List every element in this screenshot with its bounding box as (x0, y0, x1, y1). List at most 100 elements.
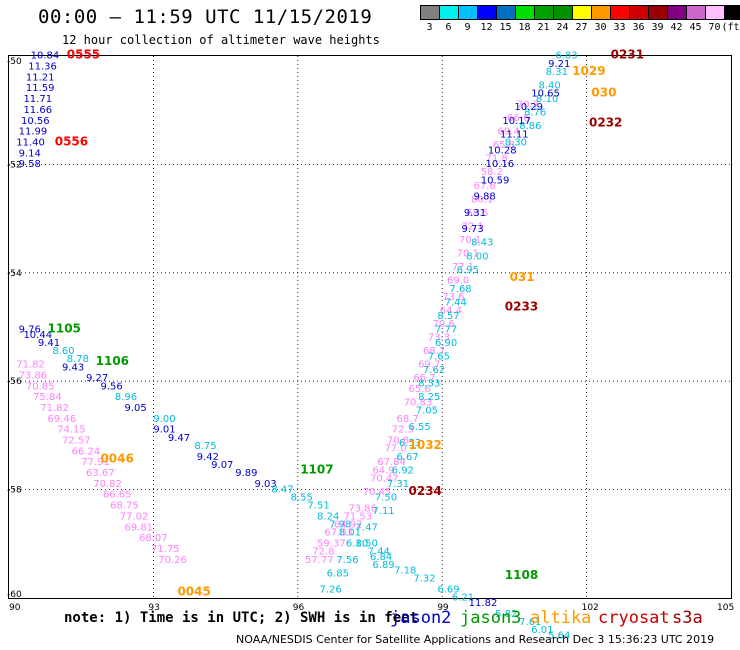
wave-height-value: 72.3 (392, 425, 414, 436)
wave-height-value: 70.82 (93, 479, 122, 490)
wave-height-value: 11.11 (500, 129, 529, 140)
satellite-legend-item: cryosat (598, 608, 670, 628)
wave-height-value: 73.86 (19, 370, 48, 381)
wave-height-value: 6.89 (372, 560, 394, 571)
wave-height-value: 7.62 (423, 365, 445, 376)
wave-height-value: 8.00 (466, 251, 488, 262)
wave-height-value: 6.01 (531, 625, 553, 636)
wave-height-value: 67.84 (377, 457, 406, 468)
wave-height-value: 6.53 (399, 438, 421, 449)
wave-height-value: 9.21 (548, 59, 570, 70)
pass-time-label: 0233 (505, 300, 538, 314)
wave-height-value: 5.82 (495, 609, 517, 620)
wave-height-value: 72.1 (461, 221, 483, 232)
wave-height-value: 8.43 (471, 238, 493, 249)
wave-height-value: 58.2 (481, 167, 503, 178)
wave-height-value: 9.41 (38, 338, 60, 349)
scale-swatch (629, 5, 649, 20)
scale-label: 36 (632, 22, 645, 33)
page-title: 00:00 — 11:59 UTC 11/15/2019 (38, 6, 373, 28)
wave-height-value: 70.6 (433, 319, 455, 330)
wave-height-value: 9.89 (235, 468, 257, 479)
wave-height-value: 68.7 (423, 346, 445, 357)
note-text: note: 1) Time is in UTC; 2) SWH is in fe… (64, 610, 419, 626)
lon-tick-label: 102 (582, 603, 599, 613)
pass-time-label: 0045 (177, 584, 210, 598)
wave-height-value: 73.6 (442, 292, 464, 303)
wave-height-value: 11.66 (23, 105, 52, 116)
wave-height-value: 9.88 (473, 192, 495, 203)
wave-height-value: 9.58 (19, 159, 41, 170)
wave-height-value: 9.42 (197, 452, 219, 463)
wave-height-value: 57.77 (305, 555, 334, 566)
pass-time-label: 031 (510, 270, 535, 284)
wave-height-value: 11.82 (469, 598, 498, 609)
wave-height-value: 68.07 (139, 533, 168, 544)
wave-height-value: 6.10 (346, 539, 368, 550)
satellite-legend-item: s3a (672, 608, 703, 628)
wave-height-value: 8.55 (291, 492, 313, 503)
wave-height-value: 72.57 (62, 436, 91, 447)
scale-swatch (591, 5, 611, 20)
satellite-legend-item: altika (530, 608, 592, 628)
wave-height-value: 8.86 (519, 121, 541, 132)
wave-height-value: 70.26 (158, 555, 187, 566)
wave-height-value: 10.56 (21, 116, 50, 127)
wave-height-value: 6.67 (396, 452, 418, 463)
scale-label: (ft) (721, 22, 740, 33)
wave-height-value: 70.47 (370, 473, 399, 484)
wave-height-value: 66.65 (103, 490, 132, 501)
wave-height-value: 9.14 (19, 148, 41, 159)
wave-height-value: 70.1 (457, 249, 479, 260)
lat-tick-label: -52 (7, 160, 22, 170)
wave-height-value: 71.8 (486, 154, 508, 165)
pass-time-label: 1107 (300, 462, 333, 476)
wave-height-value: 75.84 (33, 392, 62, 403)
wave-height-value: 9.05 (125, 403, 147, 414)
scale-swatch (420, 5, 440, 20)
wave-height-value: 70.7 (517, 99, 539, 110)
wave-height-value: 67.6 (473, 181, 495, 192)
pass-time-label: 0232 (589, 115, 622, 129)
wave-height-value: 11.21 (26, 72, 55, 83)
wave-height-value: 68.75 (110, 501, 139, 512)
wave-height-value: 8.33 (418, 379, 440, 390)
wave-height-value: 9.43 (62, 362, 84, 373)
scale-label: 27 (575, 22, 588, 33)
wave-height-value: 8.76 (524, 108, 546, 119)
pass-time-label: 030 (591, 86, 616, 100)
wave-height-value: 10.44 (23, 330, 52, 341)
wave-height-value: 66.6 (507, 113, 529, 124)
footer-credit: NOAA/NESDIS Center for Satellite Applica… (236, 633, 715, 646)
wave-height-value: 71.82 (16, 360, 45, 371)
wave-height-value: 7.61 (519, 617, 541, 628)
scale-label: 33 (613, 22, 626, 33)
wave-height-value: 11.99 (19, 127, 48, 138)
wave-height-value: 6.92 (392, 465, 414, 476)
page-subtitle: 12 hour collection of altimeter wave hei… (62, 33, 380, 47)
scale-swatch (496, 5, 516, 20)
wave-height-value: 8.57 (437, 311, 459, 322)
scale-swatch (553, 5, 573, 20)
lat-tick-label: -60 (7, 590, 22, 600)
wave-height-value: 7.18 (394, 566, 416, 577)
scale-label: 42 (670, 22, 683, 33)
wave-height-value: 9.07 (211, 460, 233, 471)
pass-time-label: 1105 (48, 321, 81, 335)
wave-height-value: 64.92 (334, 520, 363, 531)
scale-label: 9 (464, 22, 471, 33)
map-plot-area: -50 -52 -54 -56 -58 -60 90 93 96 99 102 105 10.84 11.… (7, 48, 734, 642)
lat-tick-label: -54 (7, 269, 22, 279)
wave-height-value: 8.10 (536, 94, 558, 105)
wave-height-value: 69.4 (498, 127, 520, 138)
wave-height-value: 8.96 (115, 392, 137, 403)
scale-swatch (610, 5, 630, 20)
scale-label: 39 (651, 22, 664, 33)
wave-height-value: 9.31 (464, 208, 486, 219)
wave-height-value: 8.30 (505, 137, 527, 148)
wave-height-value: 6.90 (435, 338, 457, 349)
wave-height-value: 7.05 (416, 406, 438, 417)
wave-height-value: 7.47 (356, 522, 378, 533)
wave-height-value: 72.8 (312, 547, 334, 558)
